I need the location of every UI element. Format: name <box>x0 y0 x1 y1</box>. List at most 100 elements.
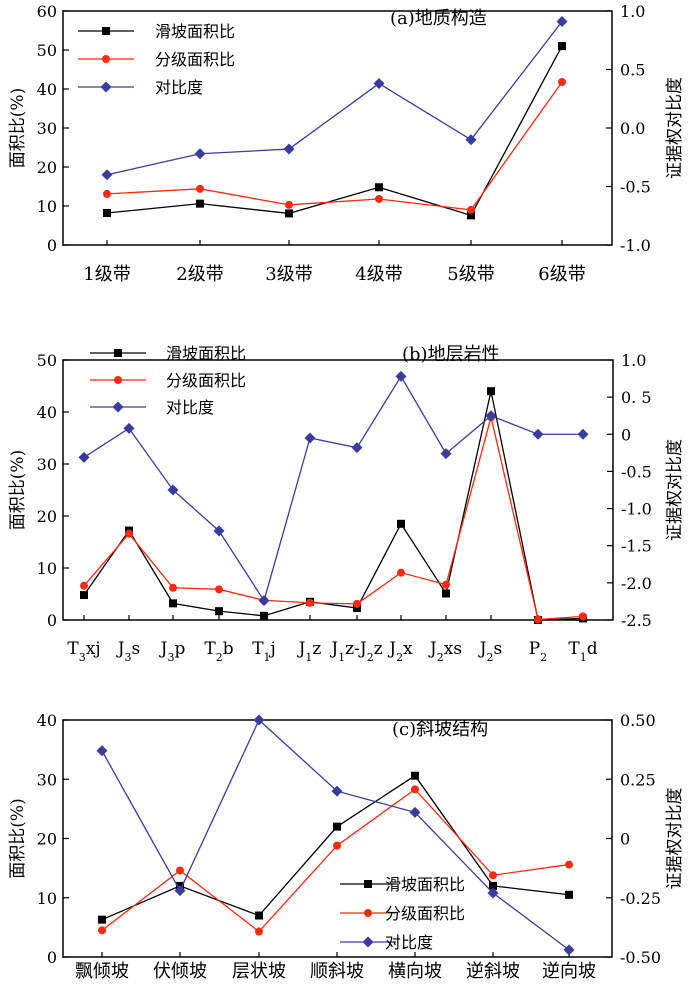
left-tick-label: 0 <box>47 236 57 255</box>
data-point-diamond <box>194 148 206 160</box>
x-tick-label: 1级带 <box>83 264 130 285</box>
legend-marker-circle <box>364 909 372 917</box>
right-tick-label: 1.0 <box>621 351 646 370</box>
data-point-diamond <box>409 806 421 818</box>
right-tick-label: 1.0 <box>620 2 645 21</box>
plot-frame <box>62 359 614 621</box>
data-point-circle <box>442 580 450 589</box>
data-point-diamond <box>373 78 385 90</box>
panel-title: (a)地质构造 <box>390 8 487 29</box>
data-point-circle <box>397 568 405 577</box>
x-tick-label: J1z <box>297 639 322 664</box>
data-point-square <box>442 589 450 598</box>
left-tick-label: 30 <box>37 455 57 474</box>
data-point-circle <box>565 860 573 869</box>
legend-marker-diamond <box>112 401 124 413</box>
data-point-circle <box>579 612 587 621</box>
left-tick-label: 0 <box>47 948 57 967</box>
x-tick-label: 层状坡 <box>232 961 286 982</box>
data-point-square <box>397 519 405 528</box>
legend-marker-circle <box>102 55 110 63</box>
data-point-square <box>260 611 268 620</box>
y2-axis-title: 证据权对比度 <box>665 788 685 890</box>
right-tick-label: -0.25 <box>620 889 661 908</box>
left-tick-label: 0 <box>47 611 57 630</box>
data-point-diamond <box>487 887 499 899</box>
data-point-circle <box>558 77 566 86</box>
right-tick-label: -1.0 <box>620 236 651 255</box>
left-tick-label: 30 <box>37 770 57 789</box>
data-point-circle <box>169 583 177 592</box>
x-tick-label: T1d <box>568 639 597 664</box>
x-tick-label: J3p <box>159 639 186 664</box>
legend-marker-diamond <box>362 936 374 948</box>
x-tick-label: T2b <box>204 639 233 664</box>
legend-marker-square <box>364 880 372 888</box>
data-point-square <box>558 42 566 51</box>
legend-marker-square <box>114 349 122 357</box>
legend-label: 对比度 <box>155 78 203 97</box>
data-point-square <box>285 209 293 218</box>
y2-axis-title: 证据权对比度 <box>665 77 685 179</box>
chart-panel-a: 0 10 20 30 40 50 60 -1.0 -0.5 0.0 0.5 1.0 1级带 2级带 3级带 4… <box>8 2 685 285</box>
right-tick-label: -0.5 <box>621 462 652 481</box>
data-point-diamond <box>213 525 225 537</box>
data-point-diamond <box>485 410 497 422</box>
legend-marker-circle <box>114 376 122 384</box>
series-line-circle <box>106 81 563 211</box>
data-point-diamond <box>563 944 575 956</box>
data-point-square <box>375 183 383 192</box>
data-point-circle <box>215 585 223 594</box>
data-point-diamond <box>253 714 265 726</box>
data-point-square <box>169 599 177 608</box>
panel-title: (b)地层岩性 <box>402 344 500 365</box>
x-tick-label: 伏倾坡 <box>153 961 207 982</box>
x-tick-label: 4级带 <box>355 264 402 285</box>
left-tick-label: 10 <box>37 197 57 216</box>
x-tick-label: T3xj <box>67 639 100 664</box>
legend-label: 滑坡面积比 <box>385 875 465 894</box>
legend-label: 对比度 <box>385 933 433 952</box>
x-tick-label: 5级带 <box>447 264 494 285</box>
series-line-circle <box>101 788 570 933</box>
x-tick-label: 飘倾坡 <box>75 961 129 982</box>
data-point-square <box>255 911 263 920</box>
x-tick-label: 逆斜坡 <box>466 961 520 982</box>
data-point-diamond <box>577 428 589 440</box>
series-line-diamond <box>101 718 570 951</box>
x-tick-label: T1j <box>252 639 276 664</box>
x-tick-label: 6级带 <box>538 264 585 285</box>
data-point-circle <box>103 189 111 198</box>
data-point-square <box>103 209 111 218</box>
data-point-diamond <box>123 422 135 434</box>
legend-marker-diamond <box>100 81 112 93</box>
data-point-diamond <box>167 484 179 496</box>
right-tick-label: -2.0 <box>621 574 652 593</box>
data-point-square <box>487 387 495 396</box>
data-point-circle <box>98 926 106 935</box>
data-point-square <box>353 604 361 613</box>
data-point-diamond <box>331 785 343 797</box>
x-tick-label: J1z-J2z <box>329 639 382 664</box>
right-tick-label: 0. 5 <box>621 388 652 407</box>
data-point-circle <box>125 529 133 538</box>
data-point-circle <box>467 205 475 214</box>
legend-label: 滑坡面积比 <box>166 344 246 363</box>
data-point-diamond <box>78 451 90 463</box>
right-tick-label: -0.50 <box>620 948 661 967</box>
legend-marker-square <box>102 27 110 35</box>
x-tick-label: J2s <box>478 639 503 664</box>
left-tick-label: 40 <box>37 80 57 99</box>
y-axis-title: 面积比(%) <box>8 798 28 878</box>
y2-axis-title: 证据权对比度 <box>665 439 685 541</box>
data-point-circle <box>534 615 542 624</box>
data-point-diamond <box>283 143 295 155</box>
data-point-diamond <box>465 134 477 146</box>
data-point-square <box>411 771 419 780</box>
plot-frame <box>62 719 613 958</box>
data-point-circle <box>411 785 419 794</box>
